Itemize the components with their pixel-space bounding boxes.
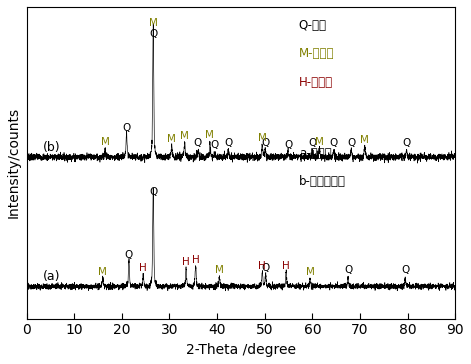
Text: (b): (b) [43,141,61,154]
Text: M: M [101,137,110,147]
Text: M: M [306,266,314,277]
Text: Q: Q [401,265,409,275]
Text: a-粉资灰: a-粉资灰 [299,147,332,160]
X-axis label: 2-Theta /degree: 2-Theta /degree [186,343,296,357]
Y-axis label: Intensity/counts: Intensity/counts [7,107,21,218]
Text: M: M [167,134,176,144]
Text: M: M [180,131,189,142]
Text: M: M [215,265,224,275]
Text: Q: Q [308,138,317,149]
Text: Q: Q [261,138,269,149]
Text: M: M [205,130,214,140]
Text: Q: Q [403,138,411,149]
Text: M: M [98,266,107,277]
Text: M: M [258,132,267,143]
Text: M: M [149,18,158,28]
Text: Q: Q [284,139,292,150]
Text: Q: Q [125,250,133,260]
Text: M: M [315,137,324,147]
Text: Q: Q [122,123,130,133]
Text: H-赤鐵矿: H-赤鐵矿 [299,75,333,88]
Text: b-酸洗粉资灰: b-酸洗粉资灰 [299,175,346,188]
Text: H: H [182,257,190,267]
Text: Q: Q [149,29,157,39]
Text: Q: Q [194,138,202,149]
Text: Q: Q [330,138,338,149]
Text: Q: Q [344,265,352,275]
Text: H: H [192,255,200,265]
Text: (a): (a) [43,270,61,283]
Text: Q: Q [347,138,356,149]
Text: M: M [360,135,369,145]
Text: Q: Q [211,139,219,150]
Text: H: H [139,263,147,273]
Text: Q: Q [261,263,270,273]
Text: Q: Q [149,187,157,197]
Text: H: H [259,261,266,271]
Text: Q-石英: Q-石英 [299,19,327,32]
Text: Q: Q [224,138,233,149]
Text: H: H [282,261,290,271]
Text: M-莫来石: M-莫来石 [299,47,334,60]
